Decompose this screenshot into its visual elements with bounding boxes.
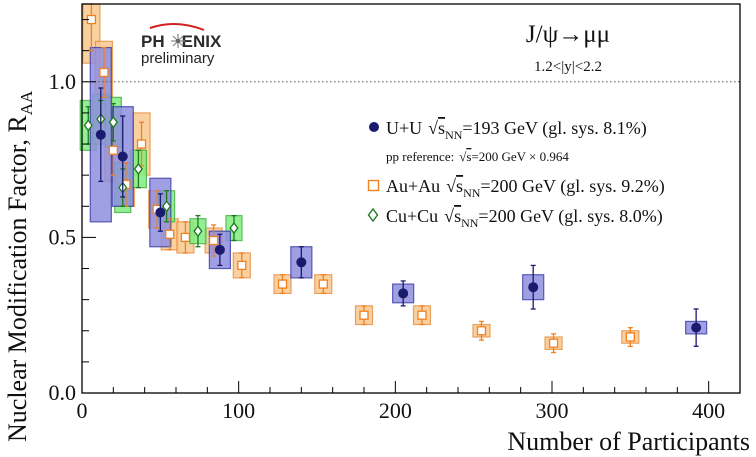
data-point-uu [296, 257, 307, 268]
legend-entry-cucu: Cu+Cu √sNN=200 GeV (gl. sys. 8.0%) [386, 206, 663, 230]
data-point-uu [117, 151, 128, 162]
data-point-auau [108, 145, 118, 155]
legend-entry-uu: U+U √sNN=193 GeV (gl. sys. 8.1%) [386, 118, 647, 142]
data-points-layer [83, 3, 702, 354]
logo-preliminary: preliminary [141, 50, 215, 67]
data-point-auau [99, 67, 109, 78]
data-point-cucu [108, 116, 118, 129]
data-point-uu [95, 129, 106, 140]
data-point-uu [398, 288, 409, 299]
data-point-cucu [83, 119, 93, 132]
legend-marker-auau [367, 179, 380, 192]
legend-note-pp-reference: pp reference: √s=200 GeV × 0.964 [386, 149, 569, 164]
x-tick-label: 300 [536, 398, 569, 423]
data-point-uu [214, 244, 225, 255]
plot-frame [81, 3, 741, 394]
legend-marker-cucu [367, 207, 379, 223]
y-axis-label: Nuclear Modification Factor, RAA [3, 90, 36, 442]
data-point-auau [237, 260, 247, 271]
data-point-auau [136, 139, 147, 149]
logo-brand-left: PH [141, 32, 165, 51]
x-tick-label: 400 [692, 398, 725, 423]
y-tick-label: 0.5 [49, 224, 77, 249]
data-point-auau [208, 235, 219, 246]
data-point-auau [476, 326, 487, 336]
data-point-auau [548, 338, 559, 348]
data-point-auau [359, 310, 369, 320]
data-point-uu [155, 207, 166, 218]
x-tick-label: 100 [222, 398, 255, 423]
data-point-auau [180, 232, 191, 243]
chart-title: J/ψ→μμ [526, 21, 610, 48]
logo-swoosh [149, 23, 205, 31]
data-point-auau [277, 279, 288, 289]
phenix-logo: PH ENIX preliminary [141, 23, 222, 67]
chart-subtitle: 1.2<|y|<2.2 [534, 59, 602, 75]
data-point-cucu [161, 200, 172, 213]
data-point-cucu [229, 221, 239, 235]
phenix-star-icon [171, 34, 185, 48]
x-axis-label: Number of Participants [507, 427, 750, 456]
axis-ticks-layer: 0 100 200 300 400 0.0 0.5 1.0 [49, 19, 741, 423]
data-point-auau [625, 332, 635, 342]
logo-brand-right: ENIX [182, 32, 222, 51]
data-point-auau [318, 279, 328, 289]
legend-marker-uu [369, 122, 379, 132]
legend-entry-auau: Au+Au √sNN=200 GeV (gl. sys. 9.2%) [386, 176, 665, 200]
y-tick-label: 1.0 [49, 69, 77, 94]
data-point-cucu [133, 162, 144, 176]
data-point-auau [165, 229, 175, 239]
y-tick-label: 0.0 [49, 380, 77, 405]
data-point-uu [691, 322, 702, 333]
x-tick-label: 0 [77, 398, 88, 423]
data-point-cucu [193, 225, 203, 238]
x-tick-label: 200 [379, 398, 412, 423]
data-point-auau [417, 310, 427, 320]
legend: U+U √sNN=193 GeV (gl. sys. 8.1%) pp refer… [367, 118, 665, 230]
data-point-uu [528, 282, 539, 293]
